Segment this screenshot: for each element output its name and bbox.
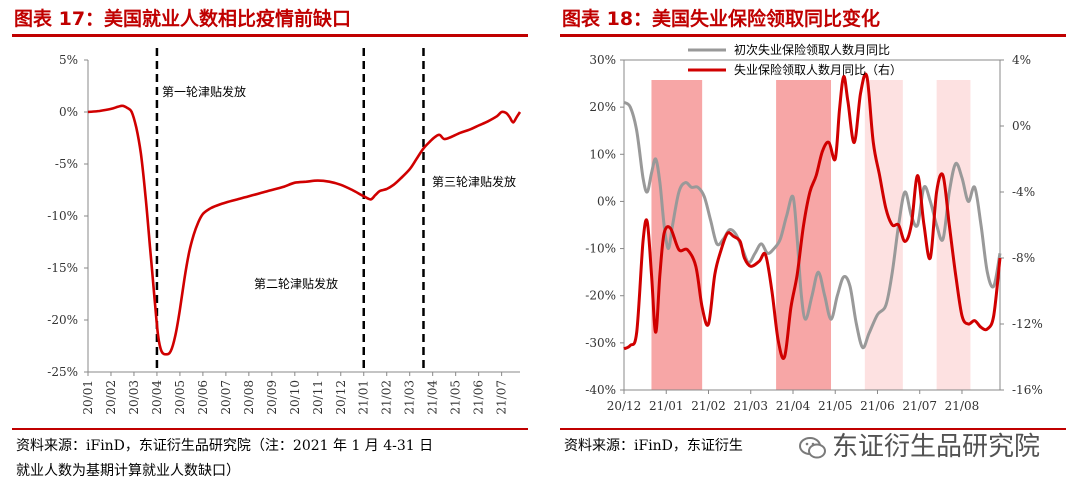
left-x-tick-label: 21/05 (449, 380, 463, 415)
left-y-tick-label: -20% (47, 313, 78, 327)
right-y-right-tick-label: 4% (1012, 53, 1031, 67)
right-y-right-tick-label: -16% (1012, 383, 1043, 397)
right-y-left-tick-label: 30% (589, 53, 616, 67)
left-x-tick-label: 21/06 (472, 380, 486, 415)
right-x-tick-label: 21/03 (733, 399, 768, 413)
left-x-tick-label: 21/04 (426, 380, 440, 415)
left-y-tick-label: -5% (55, 157, 78, 171)
right-source-rule (560, 428, 1066, 430)
right-x-tick-label: 21/02 (691, 399, 726, 413)
left-x-tick-label: 21/02 (380, 380, 394, 415)
left-chart-title: 图表 17：美国就业人数相比疫情前缺口 (14, 8, 352, 30)
legend-label-red: 失业保险领取人数月同比（右） (734, 62, 902, 77)
legend-label-gray: 初次失业保险领取人数月同比 (734, 42, 890, 57)
left-x-tick-label: 20/12 (334, 380, 348, 415)
left-annotation-2: 第二轮津贴发放 (254, 276, 338, 291)
left-x-tick-label: 21/03 (403, 380, 417, 415)
right-source: 资料来源：iFinD，东证衍生 (564, 438, 743, 454)
left-source-line2: 就业人数为基期计算就业人数缺口） (16, 463, 240, 479)
left-x-tick-label: 20/09 (265, 380, 279, 415)
right-y-left-tick-label: -30% (585, 336, 616, 350)
right-plot-frame (623, 59, 1001, 391)
watermark-text: 东证衍生品研究院 (832, 432, 1041, 462)
left-title-rule (12, 34, 528, 37)
right-y-left-tick-label: 20% (589, 100, 616, 114)
right-y-right-tick-label: -12% (1012, 317, 1043, 331)
left-x-tick-label: 20/06 (196, 380, 210, 415)
right-x-tick-label: 21/01 (649, 399, 684, 413)
right-series-red-line (623, 72, 1002, 360)
left-x-tick-label: 20/02 (104, 380, 118, 415)
right-chart: 30% 20% 10% 0% -10% -20% -30% -40% 4% 0% -4% -8% -12… (585, 42, 1043, 413)
watermark: 东证衍生品研究院 (798, 426, 1040, 463)
right-y-right-tick-label: -4% (1012, 185, 1035, 199)
left-x-tick-label: 20/03 (127, 380, 141, 415)
right-y-left-tick-label: -20% (585, 289, 616, 303)
right-x-tick-label: 21/07 (902, 399, 937, 413)
left-x-tick-label: 20/07 (219, 380, 233, 415)
left-x-tick-label: 20/05 (173, 380, 187, 415)
left-x-tick-label: 21/07 (495, 380, 509, 415)
left-x-tick-label: 20/11 (311, 380, 325, 415)
right-y-right-tick-label: -8% (1012, 251, 1035, 265)
right-y-left-tick-label: -10% (585, 242, 616, 256)
left-x-tick-label: 20/04 (150, 380, 164, 415)
right-x-tick-label: 21/05 (818, 399, 853, 413)
right-y-left-tick-label: 0% (597, 194, 616, 208)
left-source-line1: 资料来源：iFinD，东证衍生品研究院（注：2021 年 1 月 4-31 日 (16, 438, 434, 454)
right-chart-title: 图表 18：美国失业保险领取同比变化 (562, 8, 881, 30)
right-shaded-period (651, 80, 703, 390)
left-x-tick-label: 20/08 (242, 380, 256, 415)
right-y-right-tick-label: 0% (1012, 119, 1031, 133)
left-source: 资料来源：iFinD，东证衍生品研究院（注：2021 年 1 月 4-31 日 … (16, 434, 536, 484)
left-annotation-1: 第一轮津贴发放 (162, 84, 246, 99)
left-source-rule (12, 428, 528, 430)
right-x-tick-label: 21/06 (860, 399, 895, 413)
left-y-tick-label: -25% (47, 365, 78, 379)
left-chart: 5% 0% -5% -10% -15% -20% -25%20/01 20/02 20/03 20… (47, 48, 522, 415)
right-x-tick-label: 20/12 (607, 399, 642, 413)
right-y-left-tick-label: -40% (585, 383, 616, 397)
left-series-line (87, 104, 522, 356)
right-shaded-period (936, 80, 971, 390)
left-annotation-3: 第三轮津贴发放 (432, 174, 516, 189)
wechat-icon (799, 436, 826, 458)
left-y-tick-label: 0% (59, 105, 78, 119)
left-x-tick-label: 21/01 (357, 380, 371, 415)
left-y-tick-label: -15% (47, 261, 78, 275)
left-x-tick-label: 20/01 (81, 380, 95, 415)
left-y-tick-label: 5% (59, 53, 78, 67)
left-y-tick-label: -10% (47, 209, 78, 223)
right-x-tick-label: 21/08 (945, 399, 980, 413)
left-x-tick-label: 20/10 (288, 380, 302, 415)
right-x-tick-label: 21/04 (776, 399, 811, 413)
right-title-rule (560, 34, 1066, 37)
right-y-left-tick-label: 10% (589, 147, 616, 161)
